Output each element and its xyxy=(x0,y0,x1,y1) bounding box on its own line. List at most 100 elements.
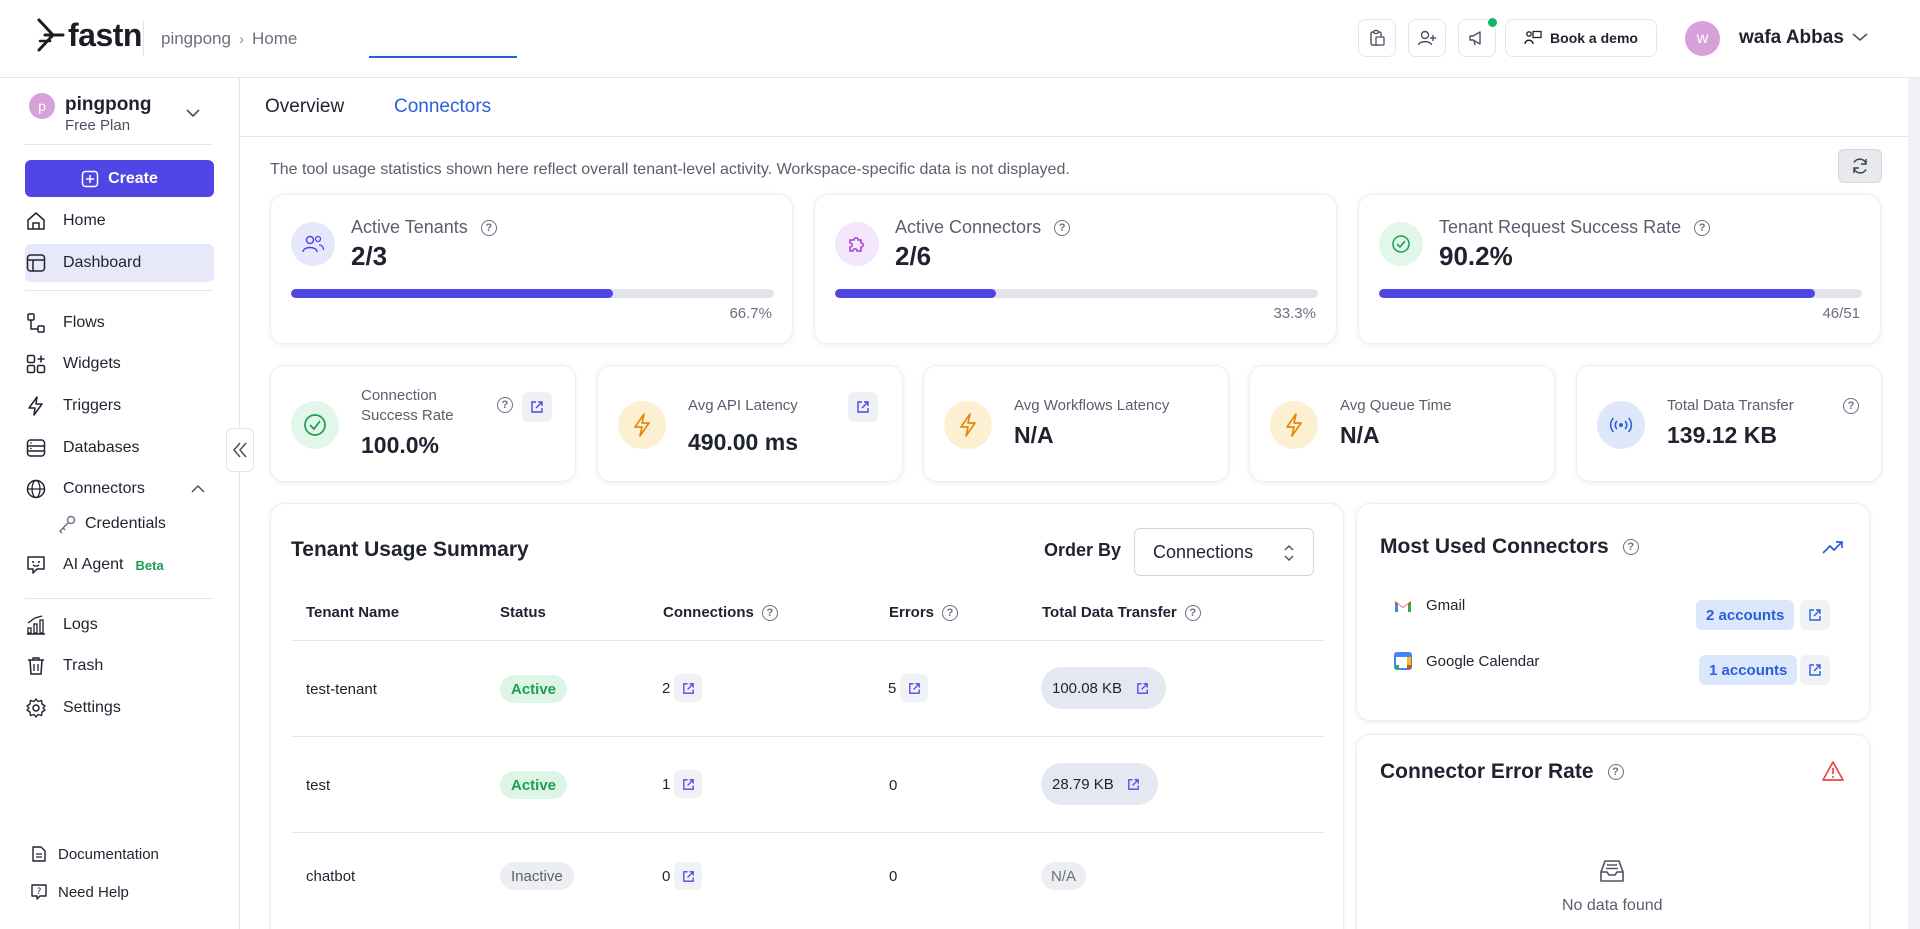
document-icon xyxy=(32,846,46,862)
order-by-label: Order By xyxy=(1044,540,1122,560)
data-transfer-card: Total Data Transfer ? 139.12 KB xyxy=(1576,365,1882,482)
help-icon[interactable]: ? xyxy=(1694,219,1711,236)
column-header-label: Connections xyxy=(663,604,754,621)
page-scrollbar[interactable] xyxy=(1908,78,1920,929)
sidebar-item-label: Connectors xyxy=(63,480,145,497)
external-link-button[interactable] xyxy=(900,674,929,702)
data-transfer-pill: 100.08 KB xyxy=(1041,667,1167,709)
documentation-link[interactable]: Documentation xyxy=(30,845,159,863)
workspace-chevron-down-icon[interactable] xyxy=(185,107,201,119)
book-demo-button[interactable]: Book a demo xyxy=(1505,19,1657,57)
sidebar-item-databases[interactable]: Databases xyxy=(25,429,214,467)
data-transfer-pill: 28.79 KB xyxy=(1041,763,1158,805)
broadcast-icon xyxy=(1597,401,1645,449)
sidebar-item-trash[interactable]: Trash xyxy=(25,647,214,685)
data-transfer-label: Total Data Transfer xyxy=(1667,397,1794,414)
clipboard-button[interactable] xyxy=(1358,19,1396,57)
sidebar-item-label: AI Agent xyxy=(63,556,124,573)
tab-connectors[interactable]: Connectors xyxy=(394,96,492,117)
help-icon[interactable]: ? xyxy=(942,604,959,621)
external-link-button[interactable] xyxy=(1120,770,1148,798)
header-divider xyxy=(143,20,144,56)
help-icon[interactable]: ? xyxy=(497,397,513,413)
trending-up-icon[interactable] xyxy=(1821,538,1845,556)
help-icon[interactable]: ? xyxy=(1843,398,1859,414)
tenant-name[interactable]: chatbot xyxy=(306,868,356,885)
active-connectors-percent: 33.3% xyxy=(1273,305,1316,322)
sidebar-item-label: Databases xyxy=(63,439,140,456)
progress-fill xyxy=(291,289,614,298)
external-link-button[interactable] xyxy=(1128,674,1156,702)
chevron-up-icon[interactable] xyxy=(190,484,206,494)
workspace-divider xyxy=(25,144,213,145)
sidebar-item-flows[interactable]: Flows xyxy=(25,304,214,342)
column-header-errors: Errors? xyxy=(889,604,959,621)
help-icon[interactable]: ? xyxy=(1184,604,1201,621)
sidebar-item-triggers[interactable]: Triggers xyxy=(25,387,214,425)
puzzle-icon xyxy=(835,222,879,266)
need-help-link[interactable]: ? Need Help xyxy=(30,883,129,901)
workspace-name[interactable]: pingpong xyxy=(65,94,152,115)
invite-user-button[interactable] xyxy=(1408,19,1446,57)
sidebar-item-credentials[interactable]: Credentials xyxy=(57,509,207,539)
help-icon[interactable]: ? xyxy=(480,219,497,236)
accounts-badge[interactable]: 1 accounts xyxy=(1699,655,1798,685)
no-data-message: No data found xyxy=(1562,897,1663,914)
sidebar-item-logs[interactable]: Logs xyxy=(25,606,214,644)
help-icon[interactable]: ? xyxy=(761,604,778,621)
create-button[interactable]: Create xyxy=(25,160,214,197)
connections-count: 2 xyxy=(662,679,671,697)
user-avatar[interactable]: w xyxy=(1685,21,1720,56)
tenant-name[interactable]: test xyxy=(306,777,331,794)
tenant-name[interactable]: test-tenant xyxy=(306,681,377,698)
breadcrumb-current: Home xyxy=(251,29,298,48)
external-link-icon xyxy=(1128,778,1140,790)
sidebar-item-connectors[interactable]: Connectors xyxy=(25,470,214,508)
external-link-icon xyxy=(857,401,869,413)
order-by-select[interactable]: Connections xyxy=(1134,528,1314,576)
connector-item-gmail[interactable]: Gmail xyxy=(1394,597,1465,614)
collapse-sidebar-button[interactable] xyxy=(226,428,254,472)
data-transfer-value: 139.12 KB xyxy=(1667,422,1777,448)
external-link-button[interactable] xyxy=(674,862,703,890)
need-help-label: Need Help xyxy=(58,883,129,901)
breadcrumb-workspace[interactable]: pingpong xyxy=(161,29,231,48)
refresh-button[interactable] xyxy=(1838,149,1882,183)
plus-square-icon xyxy=(81,170,99,187)
announcements-button[interactable] xyxy=(1458,19,1496,57)
tab-overview[interactable]: Overview xyxy=(265,96,345,117)
warning-triangle-icon xyxy=(1822,761,1844,781)
help-icon[interactable]: ? xyxy=(1054,219,1071,236)
errors-count: 0 xyxy=(889,868,898,885)
logo-text: fastn xyxy=(68,16,142,53)
fastn-logo[interactable]: fastn xyxy=(36,16,142,54)
sidebar-item-settings[interactable]: Settings xyxy=(25,689,214,727)
external-link-button[interactable] xyxy=(674,674,703,702)
active-connectors-progress xyxy=(835,289,1318,298)
queue-time-value: N/A xyxy=(1340,422,1380,448)
sidebar-item-dashboard[interactable]: Dashboard xyxy=(25,244,214,282)
external-link-button[interactable] xyxy=(522,392,552,422)
help-icon[interactable]: ? xyxy=(1607,764,1624,780)
globe-icon xyxy=(26,479,46,499)
external-link-button[interactable] xyxy=(1800,655,1830,685)
api-latency-label: Avg API Latency xyxy=(688,397,798,414)
help-icon[interactable]: ? xyxy=(1622,539,1639,555)
external-link-button[interactable] xyxy=(1800,600,1830,630)
user-name[interactable]: wafa Abbas xyxy=(1739,27,1844,48)
column-header-tenant-name: Tenant Name xyxy=(306,604,399,621)
external-link-button[interactable] xyxy=(848,392,878,422)
active-tenants-percent: 66.7% xyxy=(729,305,772,322)
fastn-logo-icon xyxy=(37,18,65,52)
sidebar-item-ai-agent[interactable]: AI Agent Beta xyxy=(25,546,214,584)
connections-count: 0 xyxy=(662,867,671,885)
external-link-icon xyxy=(909,682,920,694)
accounts-badge[interactable]: 2 accounts xyxy=(1696,600,1795,630)
sidebar-divider xyxy=(25,598,213,599)
external-link-button[interactable] xyxy=(674,770,703,798)
chevron-down-icon[interactable] xyxy=(1851,30,1869,44)
sidebar-item-home[interactable]: Home xyxy=(25,202,214,240)
double-chevron-left-icon xyxy=(233,442,247,458)
sidebar-item-widgets[interactable]: Widgets xyxy=(25,345,214,383)
connector-item-google-calendar[interactable]: Google Calendar xyxy=(1394,652,1539,670)
